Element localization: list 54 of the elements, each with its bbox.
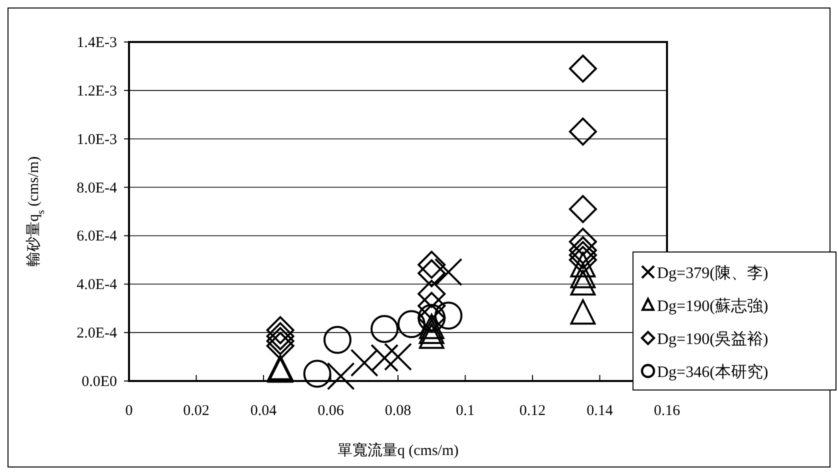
x-tick-label: 0.14 — [586, 403, 614, 419]
y-tick-label: 1.0E-3 — [76, 132, 117, 148]
point — [568, 228, 597, 256]
point — [323, 326, 352, 354]
legend-label: Dg=346(本研究) — [657, 363, 768, 381]
point — [570, 299, 596, 325]
legend-label: Dg=190(蘇志強) — [657, 297, 768, 315]
point — [326, 362, 355, 390]
x-tick-label: 0 — [125, 403, 133, 419]
point — [568, 236, 597, 264]
point — [370, 344, 399, 372]
y-tick-label: 1.4E-3 — [76, 35, 117, 51]
point — [266, 327, 294, 356]
y-tick-label: 6.0E-4 — [76, 228, 118, 245]
point — [266, 322, 294, 350]
point — [568, 118, 597, 146]
legend-label: Dg=379(陳、李) — [657, 264, 768, 282]
point — [434, 302, 462, 330]
point — [418, 318, 444, 344]
point — [397, 310, 426, 338]
x-tick-label: 0.04 — [250, 403, 278, 419]
point — [418, 280, 446, 308]
point — [350, 348, 378, 377]
x-tick-label: 0.02 — [183, 403, 210, 419]
x-tick-label: 0.1 — [456, 403, 475, 419]
y-tick-label: 2.0E-4 — [76, 326, 118, 342]
point — [570, 252, 596, 278]
point — [418, 250, 446, 279]
x-tick-label: 0.08 — [384, 403, 412, 419]
point — [266, 316, 294, 344]
point — [568, 195, 597, 224]
point — [418, 314, 444, 340]
y-tick-label: 0.0E0 — [82, 374, 117, 390]
x-tick-label: 0.12 — [519, 403, 546, 419]
point — [384, 342, 412, 371]
legend-label: Dg=190(吳益裕) — [657, 330, 768, 348]
x-tick-label: 0.06 — [318, 403, 344, 419]
y-tick-label: 1.2E-3 — [76, 83, 117, 100]
point — [568, 246, 597, 274]
point — [568, 241, 597, 270]
point — [570, 262, 596, 288]
point — [303, 360, 332, 388]
point — [434, 258, 462, 286]
point — [370, 314, 399, 343]
point — [418, 323, 444, 349]
point — [266, 332, 294, 360]
point — [570, 270, 596, 296]
y-tick-label: 8.0E-4 — [76, 180, 118, 196]
y-tick-label: 4.0E-4 — [76, 277, 118, 294]
point — [418, 259, 446, 288]
point — [418, 292, 446, 320]
x-tick-label: 0.16 — [654, 403, 681, 419]
point — [568, 54, 597, 83]
x-axis-title: 單寬流量q (cms/m) — [337, 442, 459, 459]
